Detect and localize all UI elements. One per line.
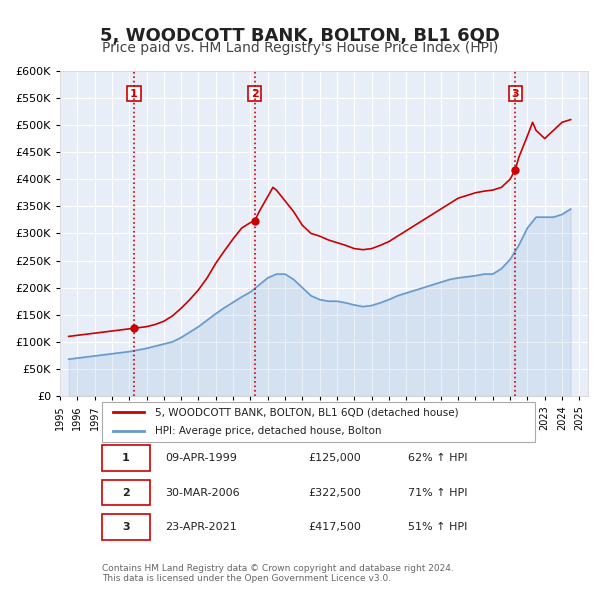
FancyBboxPatch shape [102, 480, 150, 506]
Text: 2: 2 [122, 487, 130, 497]
FancyBboxPatch shape [102, 402, 535, 441]
Text: Price paid vs. HM Land Registry's House Price Index (HPI): Price paid vs. HM Land Registry's House … [102, 41, 498, 55]
Text: 30-MAR-2006: 30-MAR-2006 [166, 487, 240, 497]
Text: Contains HM Land Registry data © Crown copyright and database right 2024.
This d: Contains HM Land Registry data © Crown c… [102, 563, 454, 583]
Text: 1: 1 [130, 88, 138, 99]
Text: 51% ↑ HPI: 51% ↑ HPI [409, 522, 468, 532]
Text: 1: 1 [122, 453, 130, 463]
Text: 71% ↑ HPI: 71% ↑ HPI [409, 487, 468, 497]
Text: 62% ↑ HPI: 62% ↑ HPI [409, 453, 468, 463]
Text: £322,500: £322,500 [308, 487, 361, 497]
Text: 23-APR-2021: 23-APR-2021 [166, 522, 238, 532]
Text: 2: 2 [251, 88, 259, 99]
FancyBboxPatch shape [102, 445, 150, 471]
Text: 5, WOODCOTT BANK, BOLTON, BL1 6QD: 5, WOODCOTT BANK, BOLTON, BL1 6QD [100, 27, 500, 45]
Text: 3: 3 [122, 522, 130, 532]
Text: £417,500: £417,500 [308, 522, 361, 532]
Text: HPI: Average price, detached house, Bolton: HPI: Average price, detached house, Bolt… [155, 425, 382, 435]
Text: £125,000: £125,000 [308, 453, 361, 463]
Text: 5, WOODCOTT BANK, BOLTON, BL1 6QD (detached house): 5, WOODCOTT BANK, BOLTON, BL1 6QD (detac… [155, 408, 458, 418]
Text: 09-APR-1999: 09-APR-1999 [166, 453, 238, 463]
Text: 3: 3 [511, 88, 519, 99]
FancyBboxPatch shape [102, 514, 150, 540]
